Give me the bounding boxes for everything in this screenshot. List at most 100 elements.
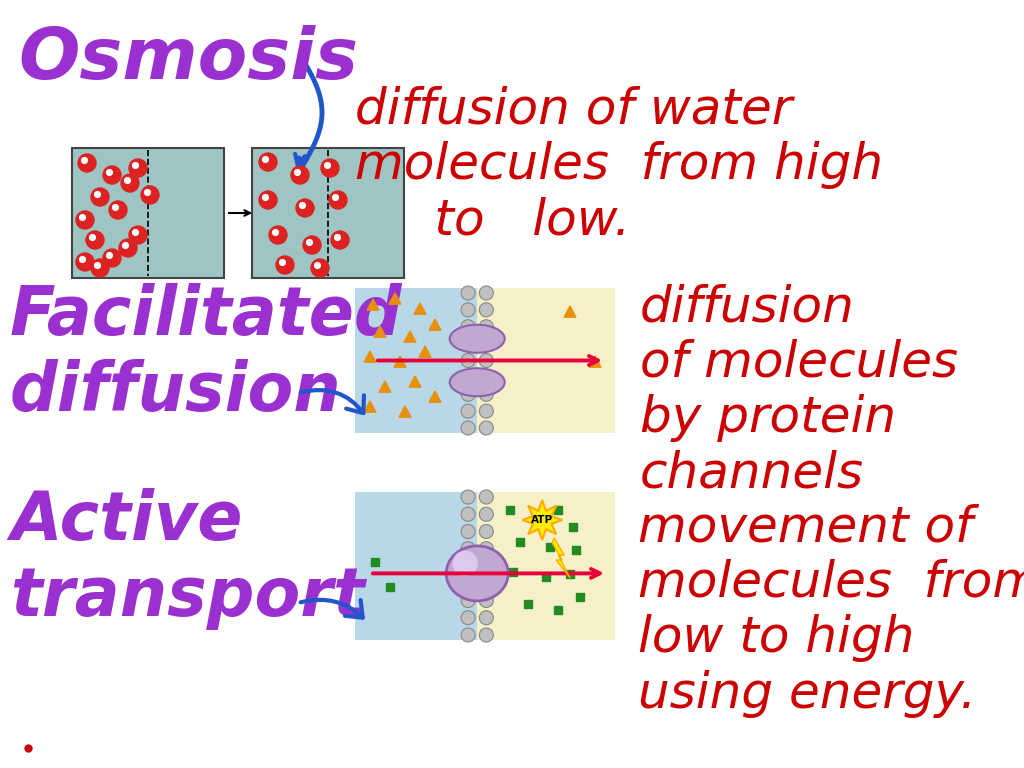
Circle shape: [479, 576, 494, 591]
Circle shape: [461, 404, 475, 418]
Circle shape: [144, 190, 151, 195]
Bar: [386, 583, 394, 591]
Circle shape: [103, 166, 121, 184]
FancyArrowPatch shape: [301, 390, 364, 413]
Circle shape: [109, 201, 127, 219]
Text: Facilitated
diffusion: Facilitated diffusion: [10, 283, 402, 425]
Ellipse shape: [450, 325, 505, 353]
Circle shape: [461, 507, 475, 521]
Polygon shape: [374, 326, 386, 337]
Circle shape: [479, 490, 494, 504]
Bar: [575, 593, 584, 601]
Circle shape: [461, 353, 475, 368]
Circle shape: [272, 230, 279, 235]
Circle shape: [269, 226, 287, 244]
Polygon shape: [419, 346, 431, 357]
Bar: [355, 492, 477, 640]
Text: Osmosis: Osmosis: [18, 25, 358, 94]
Bar: [542, 573, 550, 581]
Bar: [572, 546, 580, 554]
Circle shape: [461, 303, 475, 317]
Polygon shape: [552, 538, 570, 578]
Polygon shape: [429, 391, 441, 402]
Circle shape: [141, 186, 159, 204]
Circle shape: [125, 177, 130, 184]
Circle shape: [461, 421, 475, 435]
Circle shape: [132, 230, 138, 235]
Polygon shape: [365, 351, 376, 362]
Circle shape: [479, 507, 494, 521]
Circle shape: [461, 628, 475, 642]
Circle shape: [80, 257, 85, 263]
Circle shape: [106, 253, 113, 258]
Circle shape: [461, 490, 475, 504]
Circle shape: [280, 260, 286, 266]
Circle shape: [479, 404, 494, 418]
Circle shape: [461, 319, 475, 334]
Text: diffusion of water
molecules  from high
     to   low.: diffusion of water molecules from high t…: [355, 85, 883, 244]
Polygon shape: [429, 319, 441, 330]
Polygon shape: [404, 331, 416, 343]
Circle shape: [329, 191, 347, 209]
Circle shape: [262, 157, 268, 162]
Polygon shape: [365, 401, 376, 412]
Polygon shape: [589, 356, 601, 367]
Bar: [477, 288, 615, 433]
Circle shape: [103, 249, 121, 267]
Circle shape: [94, 263, 100, 268]
Circle shape: [300, 203, 305, 208]
Bar: [355, 288, 477, 433]
Circle shape: [461, 370, 475, 384]
Circle shape: [479, 370, 494, 384]
Circle shape: [132, 163, 138, 168]
Polygon shape: [394, 356, 406, 367]
Circle shape: [303, 236, 321, 254]
Ellipse shape: [446, 546, 508, 601]
Circle shape: [129, 159, 147, 177]
Circle shape: [479, 525, 494, 538]
Polygon shape: [399, 406, 411, 417]
Circle shape: [479, 387, 494, 401]
Circle shape: [461, 559, 475, 573]
Circle shape: [119, 239, 137, 257]
Circle shape: [295, 170, 300, 175]
Circle shape: [479, 353, 494, 368]
Circle shape: [461, 387, 475, 401]
Circle shape: [291, 166, 309, 184]
Polygon shape: [409, 376, 421, 387]
Ellipse shape: [450, 368, 505, 396]
Circle shape: [461, 611, 475, 624]
Bar: [569, 523, 577, 531]
Circle shape: [78, 154, 96, 172]
Circle shape: [262, 194, 268, 200]
Bar: [554, 506, 562, 514]
Bar: [477, 492, 615, 640]
Circle shape: [335, 234, 340, 240]
Circle shape: [129, 226, 147, 244]
Bar: [532, 513, 540, 521]
Bar: [546, 543, 554, 551]
Circle shape: [91, 188, 109, 206]
FancyArrowPatch shape: [301, 600, 362, 617]
Circle shape: [479, 628, 494, 642]
Circle shape: [479, 594, 494, 607]
Circle shape: [461, 336, 475, 351]
Circle shape: [333, 194, 338, 200]
Circle shape: [276, 256, 294, 274]
Polygon shape: [389, 293, 401, 304]
Circle shape: [80, 214, 85, 220]
Circle shape: [90, 234, 95, 240]
Polygon shape: [367, 299, 379, 310]
Polygon shape: [414, 303, 426, 314]
Circle shape: [76, 211, 94, 229]
Circle shape: [479, 336, 494, 351]
Circle shape: [296, 199, 314, 217]
Circle shape: [321, 159, 339, 177]
Circle shape: [106, 170, 113, 175]
Bar: [524, 600, 532, 608]
Circle shape: [454, 551, 477, 575]
Circle shape: [121, 174, 139, 192]
Circle shape: [94, 191, 100, 197]
Circle shape: [259, 153, 278, 171]
Text: ATP: ATP: [531, 515, 553, 525]
